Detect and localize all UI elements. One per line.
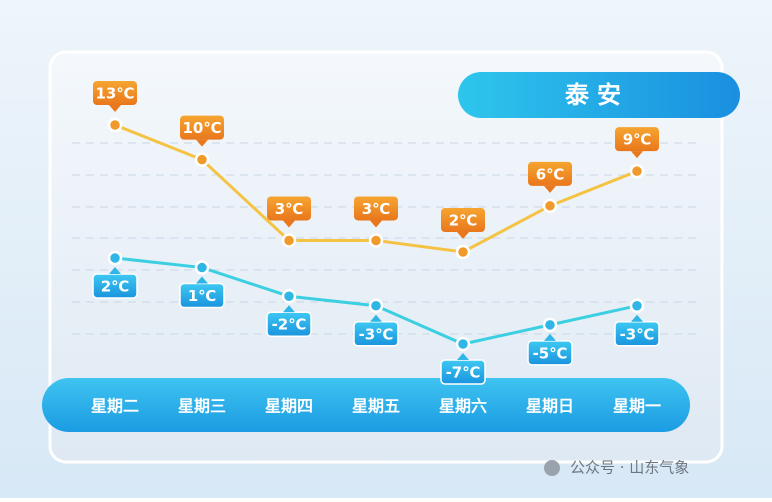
x-tick-label: 星期三 (178, 397, 226, 416)
point (455, 244, 471, 260)
point (281, 233, 297, 248)
label-pointer (109, 105, 121, 112)
point (368, 233, 384, 248)
x-tick-label: 星期五 (352, 397, 400, 416)
data-label: 9℃ (623, 131, 652, 149)
label-pointer (370, 314, 382, 322)
data-label: -3℃ (359, 325, 394, 343)
point (629, 298, 645, 314)
data-label: -2℃ (272, 316, 307, 334)
watermark: 公众号 · 山东气象 (570, 459, 689, 477)
data-label: -7℃ (446, 364, 481, 382)
label-box (615, 127, 659, 152)
data-label: 6℃ (536, 165, 565, 183)
label-pointer (457, 353, 469, 360)
point (281, 288, 297, 304)
data-label: -5℃ (533, 344, 568, 362)
category-bar (42, 378, 690, 432)
point (629, 163, 645, 179)
chart-title: 泰安 (565, 81, 629, 109)
data-label: 1℃ (188, 287, 217, 305)
label-pointer (283, 220, 295, 228)
data-label: 2℃ (101, 278, 130, 296)
plot: 星期二 星期三 星期四 星期五 星期六 星期日 星期一 13℃ 10℃ 3℃ 3℃ 2℃ 6℃ 9℃ 2℃ 1… (91, 81, 661, 416)
label-box (354, 196, 398, 221)
point (194, 152, 210, 167)
label-pointer (631, 314, 643, 322)
point (368, 298, 384, 314)
data-label: 2℃ (449, 212, 478, 230)
data-label: 3℃ (362, 200, 391, 218)
label-pointer (196, 139, 208, 147)
point (542, 317, 558, 333)
data-label: 10℃ (182, 119, 221, 137)
data-label: -3℃ (620, 325, 655, 343)
label-box (267, 196, 311, 221)
x-tick-label: 星期四 (265, 397, 313, 416)
label-box (93, 81, 137, 105)
point (194, 260, 210, 275)
title-pill (458, 72, 740, 118)
x-tick-label: 星期六 (439, 397, 487, 416)
label-pointer (283, 305, 295, 313)
label-pointer (544, 185, 556, 193)
label-pointer (196, 276, 208, 284)
point (107, 250, 123, 266)
label-pointer (370, 220, 382, 228)
data-label: 13℃ (95, 85, 134, 103)
label-pointer (109, 267, 121, 274)
x-tick-label: 星期日 (526, 397, 574, 416)
point (455, 336, 471, 352)
data-label: 3℃ (275, 200, 304, 218)
label-pointer (631, 151, 643, 159)
label-box (528, 161, 572, 186)
label-pointer (544, 333, 556, 341)
point (107, 117, 123, 133)
label-box (441, 208, 485, 232)
x-tick-label: 星期二 (91, 397, 139, 416)
x-tick-label: 星期一 (613, 397, 661, 416)
label-pointer (457, 232, 469, 239)
point (542, 198, 558, 214)
label-box (180, 115, 224, 140)
wechat-icon (544, 460, 560, 476)
